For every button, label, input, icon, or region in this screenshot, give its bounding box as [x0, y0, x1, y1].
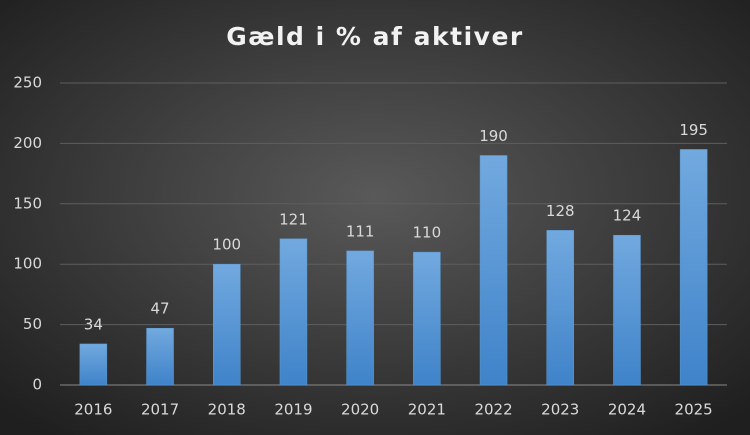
bar	[213, 263, 241, 386]
bar	[679, 149, 708, 386]
x-tick-label: 2023	[541, 401, 579, 419]
value-label: 47	[151, 300, 170, 318]
y-tick-label: 100	[13, 255, 42, 273]
value-label: 195	[679, 121, 708, 139]
x-tick-label: 2016	[74, 401, 112, 419]
x-tick-label: 2020	[341, 401, 379, 419]
y-tick-label: 50	[23, 315, 42, 333]
value-label: 128	[546, 202, 575, 220]
bar	[79, 343, 108, 386]
bar	[279, 238, 308, 386]
y-tick-label: 150	[13, 194, 42, 212]
x-tick-label: 2018	[208, 401, 246, 419]
value-label: 100	[212, 236, 241, 254]
value-label: 111	[346, 222, 375, 240]
y-tick-label: 200	[13, 134, 42, 152]
y-tick-label: 0	[32, 376, 42, 394]
x-tick-label: 2025	[675, 401, 713, 419]
chart-title: Gæld i % af aktiver	[226, 22, 523, 51]
value-label: 124	[613, 207, 642, 225]
bar	[479, 155, 508, 386]
x-tick-label: 2019	[274, 401, 312, 419]
value-label: 110	[413, 224, 442, 242]
y-tick-label: 250	[13, 74, 42, 92]
value-label: 121	[279, 210, 308, 228]
bar	[546, 230, 574, 386]
x-tick-label: 2021	[408, 401, 446, 419]
bar	[413, 251, 441, 386]
x-tick-label: 2017	[141, 401, 179, 419]
bar	[346, 250, 374, 386]
bar	[613, 234, 641, 386]
value-label: 190	[479, 127, 508, 145]
x-tick-label: 2022	[474, 401, 512, 419]
bar	[146, 327, 174, 386]
x-tick-label: 2024	[608, 401, 646, 419]
value-label: 34	[84, 315, 103, 333]
